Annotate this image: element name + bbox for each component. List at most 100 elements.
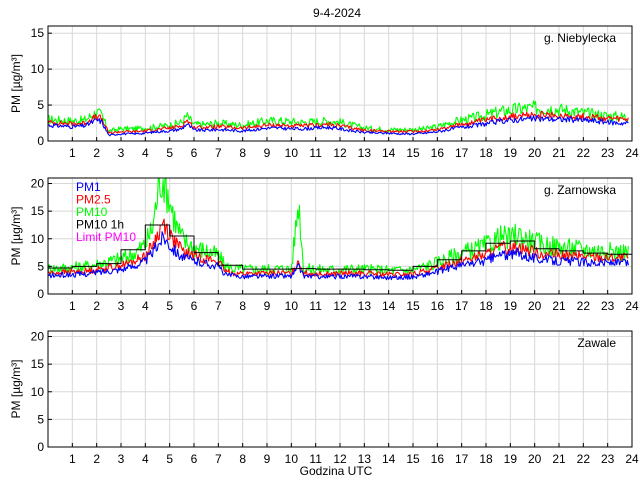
chart-panel-3: 1 2 3 4 5 6 7 8 9 10 11 12 13 14 15 16 17 18 19 20 21 22 23 240… [9,330,639,466]
series-pm1-line [48,115,629,137]
x-tick-label: 17 [455,299,469,313]
x-tick-label: 18 [479,146,493,160]
x-tick-label: 21 [552,299,566,313]
series-pm10-1h-line [48,224,632,271]
y-tick-label: 5 [37,412,44,426]
x-tick-label: 23 [601,299,615,313]
x-tick-label: 18 [479,299,493,313]
x-tick-label: 7 [215,146,222,160]
x-tick-label: 3 [118,299,125,313]
y-tick-label: 10 [31,385,45,399]
x-tick-label: 22 [577,452,591,466]
x-tick-label: 15 [406,299,420,313]
x-tick-label: 10 [285,146,299,160]
x-tick-label: 6 [191,146,198,160]
series-pm2-5-line [48,110,629,135]
x-tick-label: 4 [142,146,149,160]
x-tick-label: 1 [69,452,76,466]
y-tick-label: 15 [31,26,45,40]
x-tick-label: 14 [382,452,396,466]
x-tick-label: 1 [69,146,76,160]
x-tick-label: 19 [504,146,518,160]
x-tick-label: 14 [382,299,396,313]
legend-entry: PM10 1h [76,218,124,232]
x-tick-label: 10 [285,299,299,313]
x-tick-label: 2 [93,452,100,466]
y-tick-label: 0 [37,134,44,148]
series-pm2-5-line [48,218,629,278]
panel-title: Zawale [577,336,616,350]
x-tick-label: 7 [215,299,222,313]
x-tick-label: 13 [358,299,372,313]
x-tick-label: 8 [239,146,246,160]
x-tick-label: 17 [455,452,469,466]
x-tick-label: 12 [333,299,347,313]
x-tick-label: 4 [142,452,149,466]
x-tick-label: 1 [69,299,76,313]
x-tick-label: 19 [504,299,518,313]
y-tick-label: 10 [31,62,45,76]
x-tick-label: 24 [625,146,639,160]
y-tick-label: 5 [37,259,44,273]
x-tick-label: 4 [142,299,149,313]
x-tick-label: 12 [333,146,347,160]
legend-entry: PM1 [76,180,101,194]
x-tick-label: 14 [382,146,396,160]
x-tick-label: 23 [601,452,615,466]
x-tick-label: 9 [264,299,271,313]
x-tick-label: 16 [431,452,445,466]
figure-title: 9-4-2024 [313,6,361,20]
chart-panels: 1 2 3 4 5 6 7 8 9 10 11 12 13 14 15 16 17 18 19 20 21 22 23 240… [9,25,639,466]
x-tick-label: 22 [577,299,591,313]
x-tick-label: 20 [528,299,542,313]
y-tick-label: 15 [31,204,45,218]
y-axis-label: PM [µg/m³] [9,54,23,113]
x-tick-label: 16 [431,146,445,160]
x-tick-label: 19 [504,452,518,466]
x-tick-label: 20 [528,146,542,160]
x-tick-label: 21 [552,452,566,466]
panel-title: g. Niebylecka [544,31,616,45]
x-tick-label: 21 [552,146,566,160]
x-tick-label: 24 [625,299,639,313]
y-axis-label: PM [µg/m³] [9,207,23,266]
x-tick-label: 9 [264,452,271,466]
x-tick-label: 13 [358,146,372,160]
legend-entry: Limit PM10 [76,230,136,244]
x-tick-label: 23 [601,146,615,160]
x-tick-label: 11 [309,146,322,160]
x-tick-label: 17 [455,146,469,160]
y-tick-label: 0 [37,287,44,301]
x-tick-label: 8 [239,452,246,466]
x-tick-label: 9 [264,146,271,160]
x-tick-label: 10 [285,452,299,466]
x-tick-label: 12 [333,452,347,466]
x-tick-label: 8 [239,299,246,313]
x-tick-label: 6 [191,452,198,466]
x-tick-label: 3 [118,452,125,466]
y-tick-label: 15 [31,357,45,371]
x-tick-label: 11 [309,452,322,466]
x-tick-label: 6 [191,299,198,313]
x-tick-label: 2 [93,146,100,160]
x-tick-label: 2 [93,299,100,313]
x-tick-label: 16 [431,299,445,313]
x-tick-label: 5 [166,452,173,466]
x-tick-label: 22 [577,146,591,160]
x-tick-label: 18 [479,452,493,466]
legend-entry: PM2.5 [76,193,111,207]
x-tick-label: 3 [118,146,125,160]
y-axis-label: PM [µg/m³] [9,360,23,419]
y-tick-label: 20 [31,330,45,344]
x-tick-label: 20 [528,452,542,466]
legend-entry: PM10 [76,205,108,219]
series-pm1-line [48,231,629,281]
x-tick-label: 15 [406,146,420,160]
x-tick-label: 13 [358,452,372,466]
chart-panel-1: 1 2 3 4 5 6 7 8 9 10 11 12 13 14 15 16 17 18 19 20 21 22 23 240… [9,25,639,160]
chart-panel-2: 1 2 3 4 5 6 7 8 9 10 11 12 13 14 15 16 17 18 19 20 21 22 23 240… [9,177,639,313]
x-tick-label: 15 [406,452,420,466]
panel-title: g. Zarnowska [544,183,616,197]
y-tick-label: 20 [31,177,45,191]
